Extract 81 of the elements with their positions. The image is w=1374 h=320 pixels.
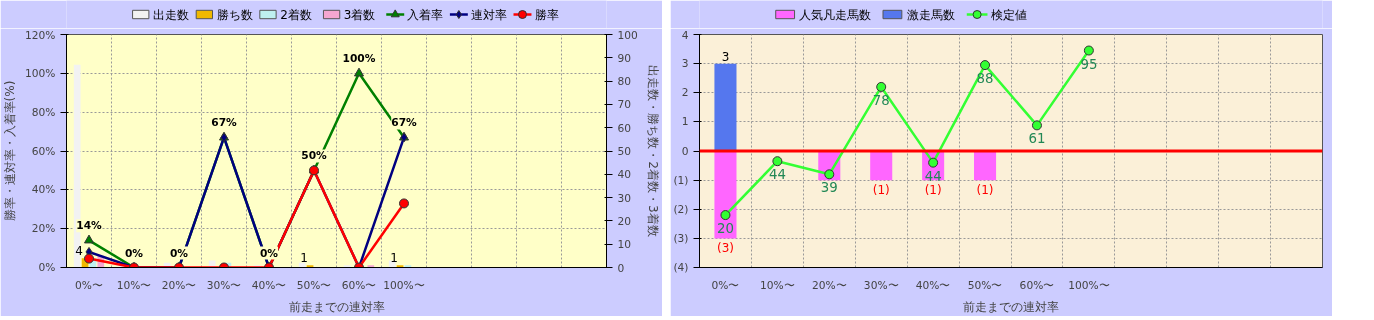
data-label: 3 — [721, 49, 730, 64]
y2-tick-label: 60 — [617, 121, 632, 135]
x-tick-label: 60%〜 — [341, 278, 377, 292]
x-tick-label: 50%〜 — [967, 278, 1003, 292]
y-tick-label: 0 — [681, 144, 689, 158]
annotation: 78 — [872, 92, 890, 108]
y-tick-label: 2 — [681, 86, 689, 100]
x-tick-label: 100%〜 — [383, 278, 425, 292]
annotation: 20 — [716, 221, 734, 237]
data-label: 67% — [391, 116, 418, 130]
y-tick-label: 80% — [31, 105, 56, 119]
y-tick-label: (1) — [673, 173, 689, 187]
legend-label: 人気凡走馬数 — [799, 7, 872, 22]
y-tick-label: (4) — [673, 261, 689, 274]
x-tick-label: 30%〜 — [863, 278, 899, 292]
y2-tick-label: 30 — [617, 191, 632, 205]
y-tick-label: 120% — [25, 28, 56, 42]
annotation: 39 — [820, 180, 838, 196]
data-label: 1 — [390, 251, 398, 266]
y-tick-label: (2) — [673, 202, 689, 216]
y-tick-label: 3 — [681, 57, 689, 71]
annotation: 95 — [1080, 56, 1098, 72]
data-label: 0% — [169, 246, 189, 260]
legend-label: 勝率 — [534, 7, 559, 22]
y-tick-label: 1 — [681, 115, 689, 129]
legend-label: 検定値 — [991, 7, 1028, 22]
legend-label: 3着数 — [343, 7, 376, 22]
data-label: 14% — [76, 219, 103, 233]
legend-label: 勝ち数 — [216, 7, 253, 22]
annotation: 44 — [924, 168, 942, 184]
y-tick-label: 60% — [31, 144, 56, 158]
x-tick-label: 0%〜 — [75, 278, 103, 292]
legend-label: 入着率 — [407, 7, 444, 22]
data-label: 4 — [75, 244, 83, 259]
x-tick-label: 50%〜 — [296, 278, 332, 292]
y-tick-label: 40% — [31, 183, 56, 197]
annotation: 61 — [1028, 131, 1046, 147]
data-label: 67% — [211, 116, 238, 130]
legend-label: 出走数 — [152, 7, 189, 22]
data-label: (1) — [872, 183, 890, 198]
y-axis-title: 勝率・連対率・入着率(%) — [3, 80, 18, 222]
annotation: 44 — [768, 167, 786, 183]
data-label: 100% — [342, 52, 376, 66]
data-label: (1) — [924, 183, 942, 198]
data-label: 1 — [300, 251, 308, 266]
legend-label: 激走馬数 — [906, 7, 955, 22]
y2-axis-title: 出走数・勝ち数・2着数・3着数 — [645, 65, 660, 237]
y2-tick-label: 100 — [617, 28, 639, 42]
x-tick-label: 10%〜 — [116, 278, 152, 292]
x-tick-label: 40%〜 — [251, 278, 287, 292]
x-axis-title: 前走までの連対率 — [288, 299, 385, 314]
legend-label: 2着数 — [280, 7, 312, 22]
y2-tick-label: 90 — [617, 51, 632, 65]
y2-tick-label: 0 — [617, 261, 625, 275]
x-axis-title: 前走までの連対率 — [963, 299, 1059, 314]
x-tick-label: 10%〜 — [760, 278, 795, 292]
y2-tick-label: 80 — [617, 75, 632, 89]
x-tick-label: 0%〜 — [711, 278, 740, 292]
y2-tick-label: 70 — [617, 98, 632, 112]
data-label: 0% — [259, 246, 279, 260]
x-tick-label: 30%〜 — [206, 278, 242, 292]
y-tick-label: 0% — [38, 261, 56, 274]
y-tick-label: (3) — [673, 231, 689, 245]
y-tick-label: 20% — [31, 222, 56, 236]
data-label: 50% — [301, 149, 328, 163]
y2-tick-label: 20 — [617, 214, 632, 228]
x-tick-label: 100%〜 — [1068, 278, 1110, 292]
y2-tick-label: 50 — [617, 145, 632, 158]
y-tick-label: 100% — [25, 66, 56, 80]
x-tick-label: 20%〜 — [811, 278, 847, 292]
legend-label: 連対率 — [471, 7, 508, 22]
x-tick-label: 20%〜 — [161, 278, 197, 292]
x-tick-label: 40%〜 — [915, 278, 951, 292]
data-label: 0% — [124, 246, 144, 260]
y2-tick-label: 10 — [617, 238, 632, 252]
data-label: (1) — [976, 183, 994, 198]
y-tick-label: 4 — [681, 28, 689, 42]
y2-tick-label: 40 — [617, 168, 632, 182]
annotation: 88 — [976, 71, 994, 87]
data-label: (3) — [716, 241, 734, 256]
x-tick-label: 60%〜 — [1019, 278, 1055, 292]
